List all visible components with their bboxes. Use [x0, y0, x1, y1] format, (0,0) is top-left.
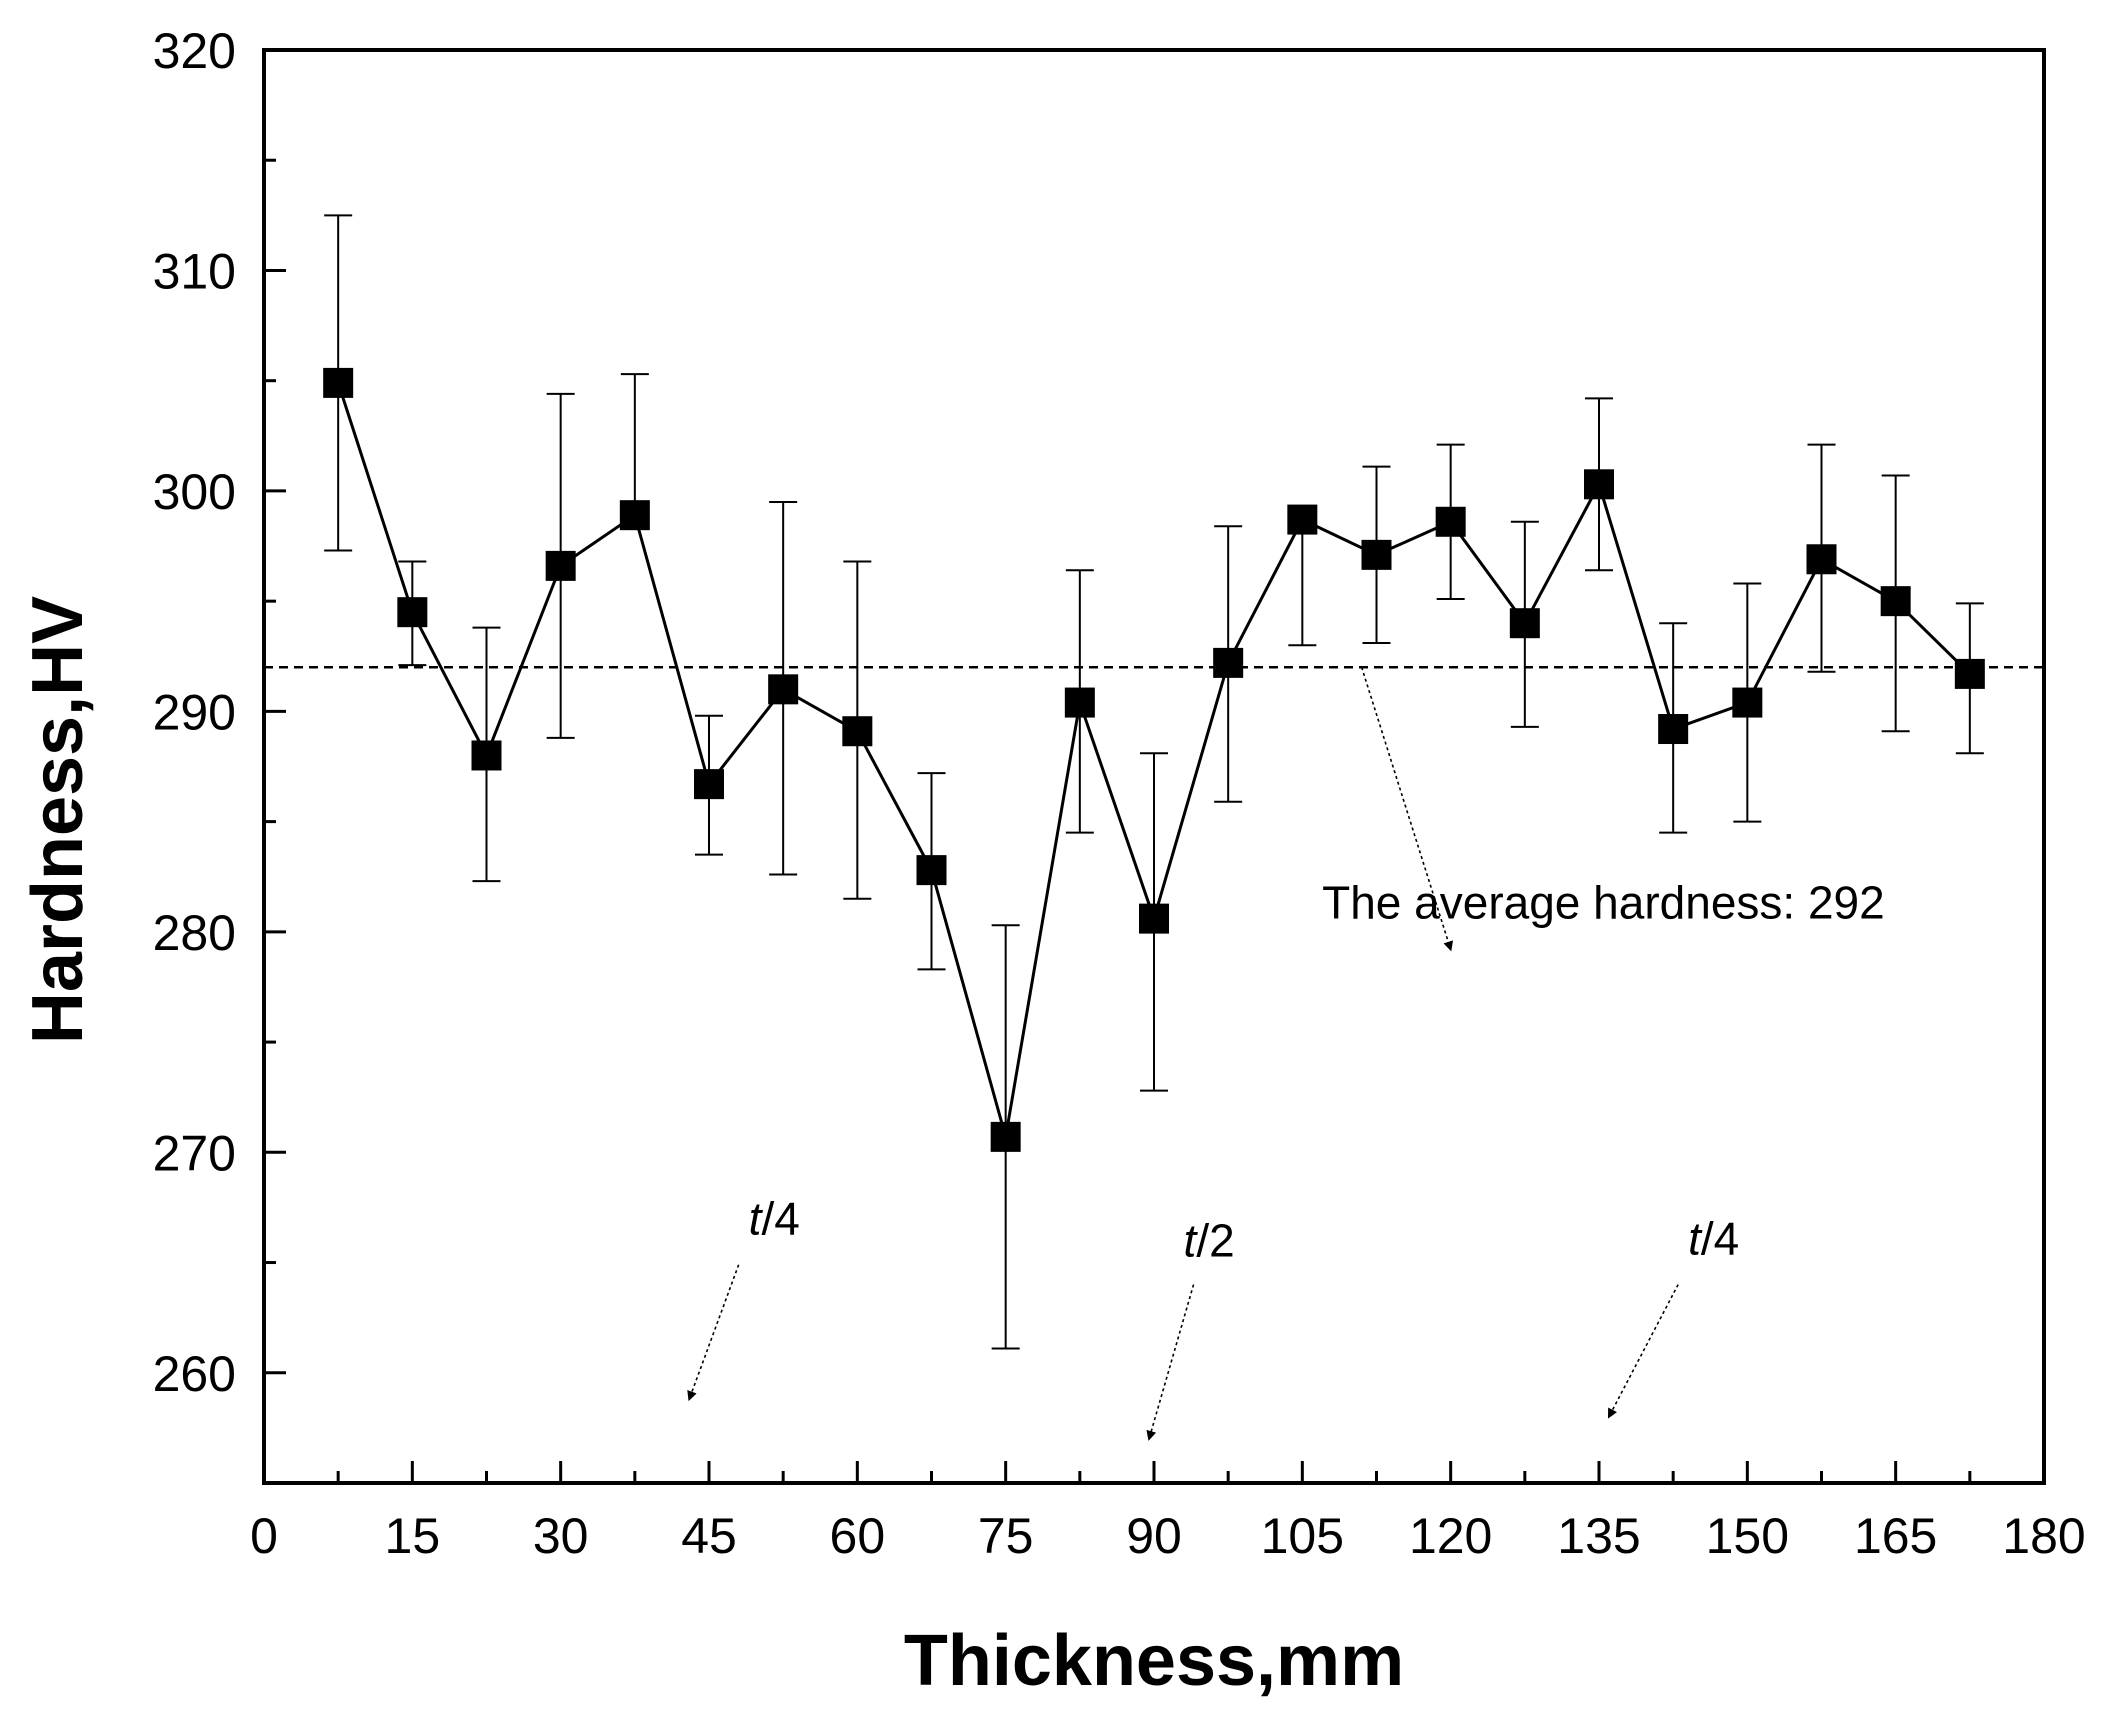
data-point — [1732, 687, 1763, 718]
data-point — [1658, 714, 1689, 745]
data-point — [1064, 687, 1095, 718]
annotation-arrow — [1360, 667, 1454, 952]
annotation-text: The average hardness: 292 — [1322, 877, 1885, 929]
annotation-arrow — [1607, 1284, 1679, 1419]
x-tick-label: 15 — [385, 1508, 441, 1564]
y-tick-label: 320 — [153, 23, 236, 79]
data-point — [1584, 469, 1614, 500]
annotation-text: t/4 — [749, 1193, 800, 1245]
data-point — [1806, 544, 1837, 575]
annotation-rest: /4 — [761, 1193, 799, 1245]
data-point — [1509, 608, 1540, 639]
data-point — [1880, 586, 1911, 617]
data-point — [842, 716, 873, 747]
data-point — [397, 597, 428, 628]
x-tick-label: 135 — [1557, 1508, 1640, 1564]
data-point — [916, 855, 947, 886]
x-tick-label: 45 — [681, 1508, 737, 1564]
data-point — [1435, 506, 1466, 537]
annotation-text: t/2 — [1184, 1215, 1235, 1267]
error-bars — [324, 214, 1984, 1350]
x-tick-label: 90 — [1126, 1508, 1182, 1564]
x-tick-label: 120 — [1409, 1508, 1492, 1564]
annotation-italic: t — [749, 1193, 764, 1245]
data-point — [990, 1121, 1021, 1152]
data-point — [323, 367, 354, 398]
annotation-rest: /2 — [1196, 1215, 1234, 1267]
x-tick-label: 105 — [1261, 1508, 1344, 1564]
y-axis-title: Hardness,HV — [18, 596, 98, 1044]
x-tick-label: 30 — [533, 1508, 589, 1564]
x-tick-label: 150 — [1706, 1508, 1789, 1564]
y-tick-label: 300 — [153, 464, 236, 520]
data-point — [1954, 658, 1985, 689]
y-axis-ticks: 260 270 280 290 300 310 320 — [153, 23, 286, 1402]
y-tick-label: 280 — [153, 905, 236, 961]
x-tick-label: 165 — [1854, 1508, 1937, 1564]
x-axis-ticks: 0 15 30 45 60 75 90 105 120 135 150 165 180 — [250, 1461, 2086, 1564]
data-point — [471, 740, 502, 771]
data-point — [1213, 647, 1244, 678]
data-point — [694, 769, 724, 800]
data-point — [619, 500, 650, 531]
annotation-text: t/4 — [1688, 1213, 1739, 1265]
data-point — [545, 550, 576, 581]
data-point — [1361, 539, 1392, 570]
data-point — [1139, 903, 1169, 934]
y-tick-label: 290 — [153, 684, 236, 740]
x-tick-label: 60 — [830, 1508, 886, 1564]
x-tick-label: 180 — [2002, 1508, 2085, 1564]
x-axis-title: Thickness,mm — [904, 1621, 1404, 1701]
x-tick-label: 75 — [978, 1508, 1034, 1564]
data-point — [768, 674, 799, 705]
annotation-arrow — [1146, 1284, 1195, 1441]
y-tick-label: 260 — [153, 1346, 236, 1402]
x-tick-label: 0 — [250, 1508, 278, 1564]
annotation-italic: t — [1184, 1215, 1199, 1267]
annotation-italic: t — [1688, 1213, 1703, 1265]
data-point — [1287, 504, 1318, 535]
y-tick-label: 270 — [153, 1125, 236, 1181]
y-tick-label: 310 — [153, 243, 236, 299]
hardness-markers — [323, 367, 1985, 1152]
annotation-rest: /4 — [1701, 1213, 1739, 1265]
annotation-arrow — [687, 1264, 740, 1402]
